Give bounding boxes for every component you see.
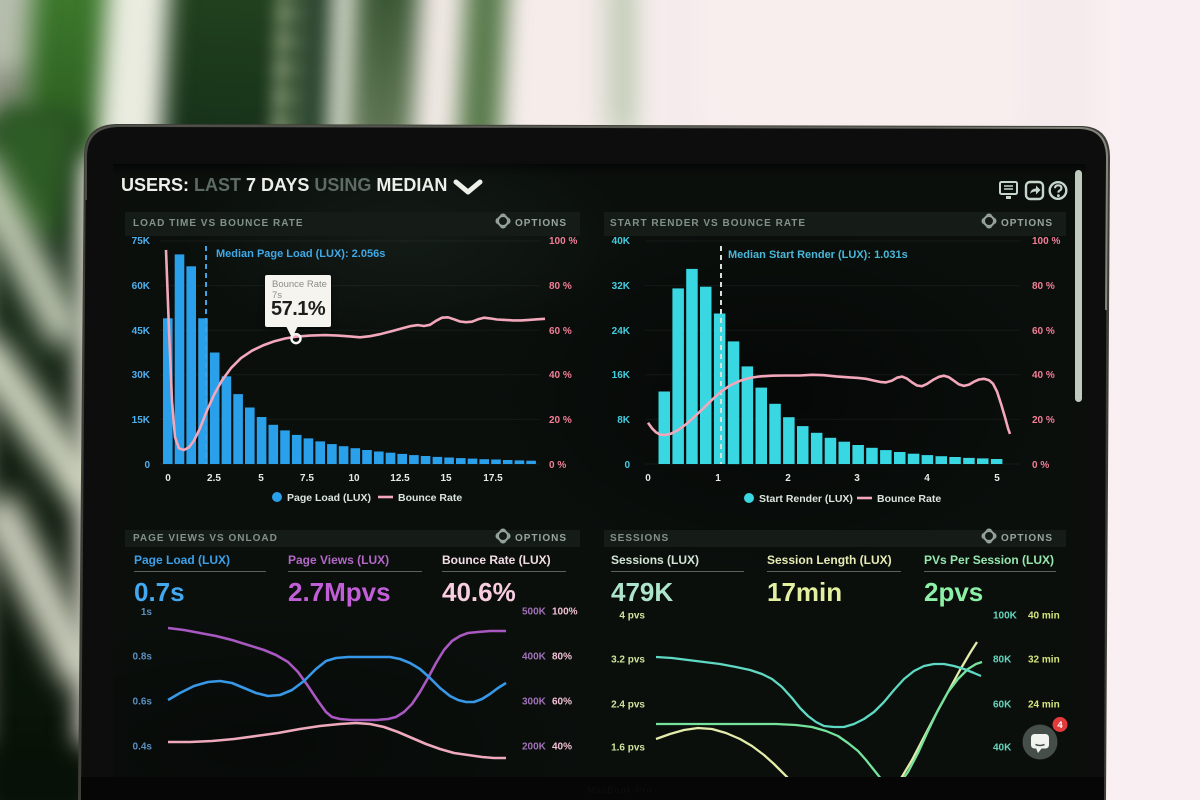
svg-text:80 %: 80 % xyxy=(1032,281,1055,292)
svg-text:5: 5 xyxy=(258,473,264,484)
svg-text:15K: 15K xyxy=(132,415,151,426)
svg-text:75K: 75K xyxy=(132,236,151,247)
svg-text:40 %: 40 % xyxy=(549,370,572,381)
svg-text:15: 15 xyxy=(440,473,452,484)
svg-text:16K: 16K xyxy=(612,370,631,381)
svg-text:24K: 24K xyxy=(612,326,631,337)
svg-text:60 %: 60 % xyxy=(1032,326,1055,337)
svg-text:60 %: 60 % xyxy=(549,326,572,337)
svg-text:100%: 100% xyxy=(552,607,578,618)
svg-text:0.8s: 0.8s xyxy=(133,652,153,663)
svg-text:3: 3 xyxy=(854,473,860,484)
svg-text:30K: 30K xyxy=(132,370,151,381)
svg-text:7.5: 7.5 xyxy=(300,473,314,484)
svg-text:20 %: 20 % xyxy=(1032,415,1055,426)
svg-text:Median Page Load (LUX): 2.056s: Median Page Load (LUX): 2.056s xyxy=(216,248,385,260)
svg-text:100K: 100K xyxy=(993,611,1018,622)
svg-text:40%: 40% xyxy=(552,742,572,753)
svg-text:60K: 60K xyxy=(993,700,1012,711)
svg-text:Page Load (LUX): Page Load (LUX) xyxy=(287,492,371,504)
svg-text:40K: 40K xyxy=(993,743,1012,754)
svg-text:400K: 400K xyxy=(522,652,547,663)
svg-text:4 pvs: 4 pvs xyxy=(619,611,645,622)
svg-text:24 min: 24 min xyxy=(1028,700,1060,711)
svg-text:Start Render (LUX): Start Render (LUX) xyxy=(759,493,853,505)
svg-text:17.5: 17.5 xyxy=(483,473,503,484)
svg-text:80 %: 80 % xyxy=(549,281,572,292)
svg-text:Bounce Rate: Bounce Rate xyxy=(877,493,941,505)
svg-text:80K: 80K xyxy=(993,655,1012,666)
svg-text:2: 2 xyxy=(785,473,791,484)
svg-text:32K: 32K xyxy=(612,281,631,292)
svg-text:10: 10 xyxy=(348,473,360,484)
svg-text:5: 5 xyxy=(994,473,1000,484)
svg-text:40 min: 40 min xyxy=(1028,611,1060,622)
svg-text:500K: 500K xyxy=(522,607,547,618)
svg-text:0: 0 xyxy=(165,473,171,484)
svg-text:0 %: 0 % xyxy=(1032,460,1049,471)
svg-text:0: 0 xyxy=(624,460,630,471)
svg-text:Median Start Render (LUX): 1.0: Median Start Render (LUX): 1.031s xyxy=(728,249,908,261)
svg-text:2.4 pvs: 2.4 pvs xyxy=(611,700,645,711)
svg-text:60K: 60K xyxy=(132,281,151,292)
svg-text:20 %: 20 % xyxy=(549,415,572,426)
svg-text:200K: 200K xyxy=(522,742,547,753)
svg-text:2.5: 2.5 xyxy=(207,473,221,484)
svg-text:Bounce Rate: Bounce Rate xyxy=(398,492,462,504)
svg-text:8K: 8K xyxy=(617,415,631,426)
svg-text:40 %: 40 % xyxy=(1032,370,1055,381)
svg-text:0: 0 xyxy=(645,473,651,484)
svg-text:100 %: 100 % xyxy=(549,236,577,247)
svg-text:1: 1 xyxy=(715,473,721,484)
svg-text:12.5: 12.5 xyxy=(390,473,410,484)
svg-text:80%: 80% xyxy=(552,652,572,663)
svg-text:0.6s: 0.6s xyxy=(133,697,153,708)
svg-text:0: 0 xyxy=(144,460,150,471)
svg-text:45K: 45K xyxy=(132,326,151,337)
svg-text:0 %: 0 % xyxy=(549,460,566,471)
svg-text:32 min: 32 min xyxy=(1028,655,1060,666)
svg-text:60%: 60% xyxy=(552,697,572,708)
svg-text:1.6 pvs: 1.6 pvs xyxy=(611,743,645,754)
svg-text:3.2 pvs: 3.2 pvs xyxy=(611,655,645,666)
svg-text:0.4s: 0.4s xyxy=(133,742,153,753)
svg-text:300K: 300K xyxy=(522,697,547,708)
svg-text:4: 4 xyxy=(1057,720,1063,731)
svg-text:100 %: 100 % xyxy=(1032,236,1060,247)
svg-text:4: 4 xyxy=(924,473,930,484)
svg-text:1s: 1s xyxy=(141,607,153,618)
svg-text:40K: 40K xyxy=(612,236,631,247)
